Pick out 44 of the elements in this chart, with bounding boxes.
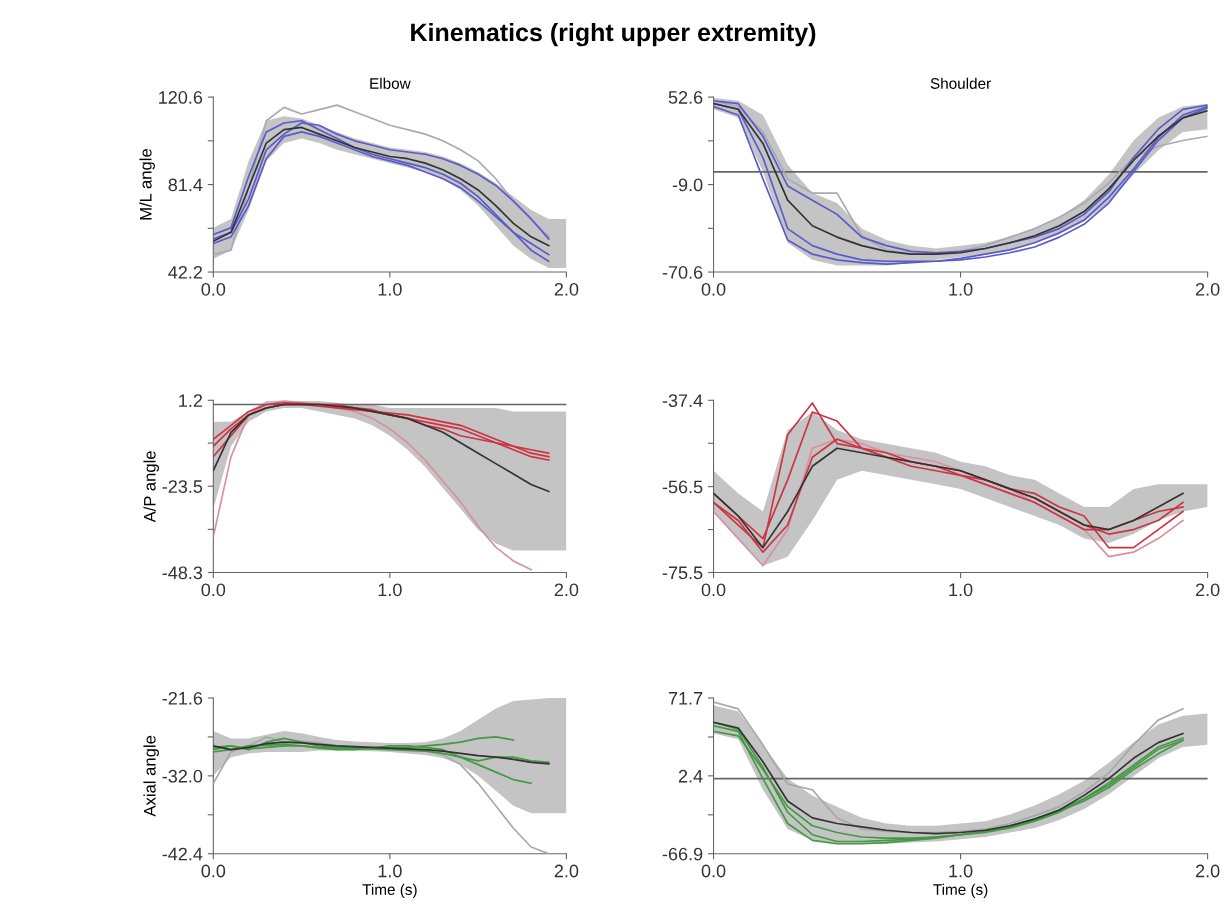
chart-title: Kinematics (right upper extremity) [411,22,816,47]
x-tick-label: 0.0 [701,583,726,597]
y-tick-label: -56.5 [662,480,703,494]
y-tick-label: -32.0 [162,769,203,783]
y-tick-label: -37.4 [662,394,703,408]
x-tick-label: 0.0 [201,583,226,597]
chart-subtitle: Elbow [370,77,411,89]
x-tick-label: 1.0 [378,583,402,597]
x-tick-label: 2.0 [554,864,579,878]
x-tick-label: 2.0 [554,583,579,597]
x-tick-label: 1.0 [378,282,402,296]
x-tick-label: 2.0 [554,282,579,296]
y-tick-label: 42.2 [168,265,202,279]
x-tick-label: 1.0 [949,282,973,296]
y-tick-label: -66.9 [662,847,703,861]
x-tick-label: 0.0 [701,282,726,296]
y-tick-label: -23.5 [162,480,203,493]
y-tick-label: -42.4 [162,847,203,861]
x-axis-title: Time (s) [933,883,988,898]
y-axis-title: M/L angle [139,149,155,220]
y-tick-label: 71.7 [668,692,703,705]
x-tick-label: 2.0 [1195,864,1220,878]
y-tick-label: -9.0 [672,178,703,192]
y-tick-label: -48.3 [162,566,203,580]
x-tick-label: 1.0 [949,583,973,597]
x-tick-label: 2.0 [1195,583,1220,597]
y-axis-title: A/P angle [143,451,159,523]
chart-subtitle: Shoulder [930,77,991,89]
x-tick-label: 1.0 [378,864,402,878]
y-tick-label: 1.2 [179,394,202,407]
x-axis-title: Time (s) [362,883,417,898]
x-tick-label: 0.0 [701,864,726,878]
y-tick-label: 2.4 [678,769,703,783]
y-tick-label: 81.4 [168,178,203,192]
y-tick-label: -21.6 [162,691,203,705]
x-tick-label: 2.0 [1195,282,1220,296]
y-axis-title: Axial angle [143,735,159,817]
x-tick-label: 1.0 [949,864,973,878]
y-tick-label: 120.6 [159,91,203,104]
x-tick-label: 0.0 [201,864,226,878]
y-tick-label: 52.6 [668,91,703,104]
y-tick-label: -75.5 [662,566,703,580]
y-tick-label: -70.6 [662,265,703,279]
x-tick-label: 0.0 [201,282,226,296]
